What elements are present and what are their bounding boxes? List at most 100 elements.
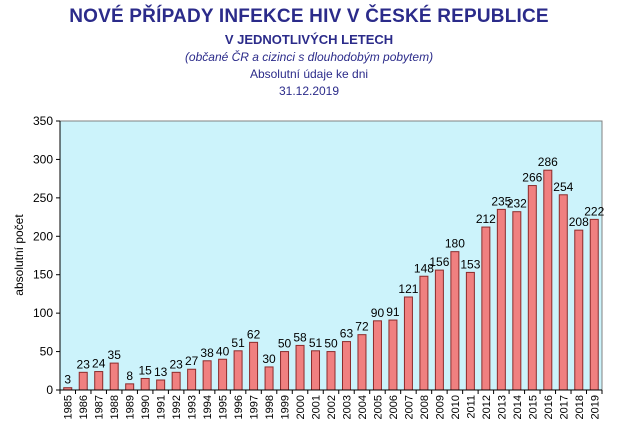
bar <box>388 319 398 391</box>
bar <box>403 296 413 391</box>
bar-value-label: 254 <box>553 180 573 194</box>
x-tick-label: 1987 <box>94 395 106 419</box>
x-tick-label: 1989 <box>125 395 137 419</box>
bar <box>311 350 321 391</box>
x-tick-label: 2017 <box>558 395 570 419</box>
bar <box>264 366 274 391</box>
x-tick-label: 1990 <box>140 395 152 419</box>
bar <box>465 271 475 391</box>
bar <box>233 350 243 391</box>
x-tick-label: 1998 <box>264 395 276 419</box>
bar-value-label: 180 <box>445 237 465 251</box>
x-tick-label: 2005 <box>372 395 384 419</box>
data-date: 31.12.2019 <box>278 84 340 98</box>
bar <box>94 371 104 391</box>
bar-value-label: 23 <box>77 357 91 371</box>
bar-value-label: 24 <box>92 357 106 371</box>
bar-value-label: 8 <box>126 369 133 383</box>
bar <box>357 334 367 391</box>
bar <box>125 383 135 391</box>
bar <box>574 229 584 391</box>
bar <box>109 362 119 391</box>
bar-value-label: 153 <box>460 257 480 271</box>
x-tick-label: 1993 <box>187 395 199 419</box>
bar-value-label: 51 <box>231 336 245 350</box>
y-axis-label: absolutní počet <box>12 214 26 296</box>
x-tick-label: 2010 <box>450 395 462 419</box>
bars <box>63 169 599 391</box>
x-tick-label: 2014 <box>512 395 524 419</box>
x-tick-label: 1996 <box>233 395 245 419</box>
x-tick-label: 2016 <box>543 395 555 419</box>
bar <box>140 377 150 391</box>
bar-value-label: 23 <box>169 357 183 371</box>
bar <box>326 351 336 391</box>
bar-value-label: 121 <box>398 282 418 296</box>
y-tick-label: 300 <box>33 152 53 166</box>
y-tick-label: 0 <box>46 383 53 397</box>
bar-value-label: 148 <box>414 261 434 275</box>
x-tick-label: 1991 <box>156 395 168 419</box>
x-tick-label: 1985 <box>63 395 75 419</box>
bar <box>543 169 553 391</box>
x-tick-label: 2013 <box>496 395 508 419</box>
bar-value-label: 3 <box>64 373 71 387</box>
bar-value-label: 91 <box>386 305 400 319</box>
bar <box>434 269 444 391</box>
bar-value-label: 51 <box>309 336 323 350</box>
bar <box>171 371 181 391</box>
x-tick-label: 2009 <box>434 395 446 419</box>
bar-value-label: 266 <box>522 171 542 185</box>
x-tick-label: 1995 <box>218 395 230 419</box>
bar-value-label: 63 <box>340 327 354 341</box>
x-tick-label: 2004 <box>357 395 369 419</box>
x-tick-label: 1997 <box>249 395 261 419</box>
y-tick-label: 150 <box>33 268 53 282</box>
bar-value-label: 50 <box>324 337 338 351</box>
x-tick-label: 2000 <box>295 395 307 419</box>
bar-value-label: 38 <box>200 346 214 360</box>
y-tick-label: 50 <box>40 345 54 359</box>
x-tick-label: 2001 <box>311 395 323 419</box>
y-axis: 0 50 100 150 200 250 300 350 <box>33 114 61 397</box>
bar <box>589 218 599 391</box>
x-tick-label: 2006 <box>388 395 400 419</box>
chart-title: NOVÉ PŘÍPADY INFEKCE HIV V ČESKÉ REPUBLI… <box>69 6 549 27</box>
bar-value-label: 156 <box>429 255 449 269</box>
bar <box>280 351 290 391</box>
bar-value-label: 35 <box>108 348 122 362</box>
bar-value-label: 27 <box>185 354 199 368</box>
y-tick-label: 350 <box>33 114 53 128</box>
bar <box>372 320 382 391</box>
x-tick-label: 2011 <box>465 395 477 419</box>
bar-value-label: 286 <box>538 155 558 169</box>
x-tick-label: 2002 <box>326 395 338 419</box>
y-tick-label: 200 <box>33 229 53 243</box>
y-tick-label: 100 <box>33 306 53 320</box>
x-tick-label: 1988 <box>109 395 121 419</box>
bar-value-label: 222 <box>584 204 604 218</box>
bar-value-label: 72 <box>355 320 369 334</box>
bar <box>481 226 491 391</box>
bar <box>202 360 212 391</box>
bar <box>249 341 259 391</box>
bar <box>450 251 460 391</box>
bar-value-label: 62 <box>247 327 261 341</box>
bar <box>512 211 522 391</box>
bar-value-label: 50 <box>278 337 292 351</box>
bar <box>527 185 537 391</box>
bar-value-label: 208 <box>569 215 589 229</box>
bar-value-label: 212 <box>476 212 496 226</box>
data-label: Absolutní údaje ke dni <box>249 67 369 81</box>
x-tick-label: 1986 <box>78 395 90 419</box>
bar-value-label: 58 <box>293 330 307 344</box>
x-tick-label: 2019 <box>589 395 601 419</box>
bar <box>496 208 506 391</box>
bar <box>187 368 197 391</box>
x-tick-label: 2015 <box>527 395 539 419</box>
bar-value-label: 90 <box>371 306 385 320</box>
population-note: (občané ČR a cizinci s dlouhodobým pobyt… <box>184 50 434 64</box>
x-tick-label: 1992 <box>171 395 183 419</box>
